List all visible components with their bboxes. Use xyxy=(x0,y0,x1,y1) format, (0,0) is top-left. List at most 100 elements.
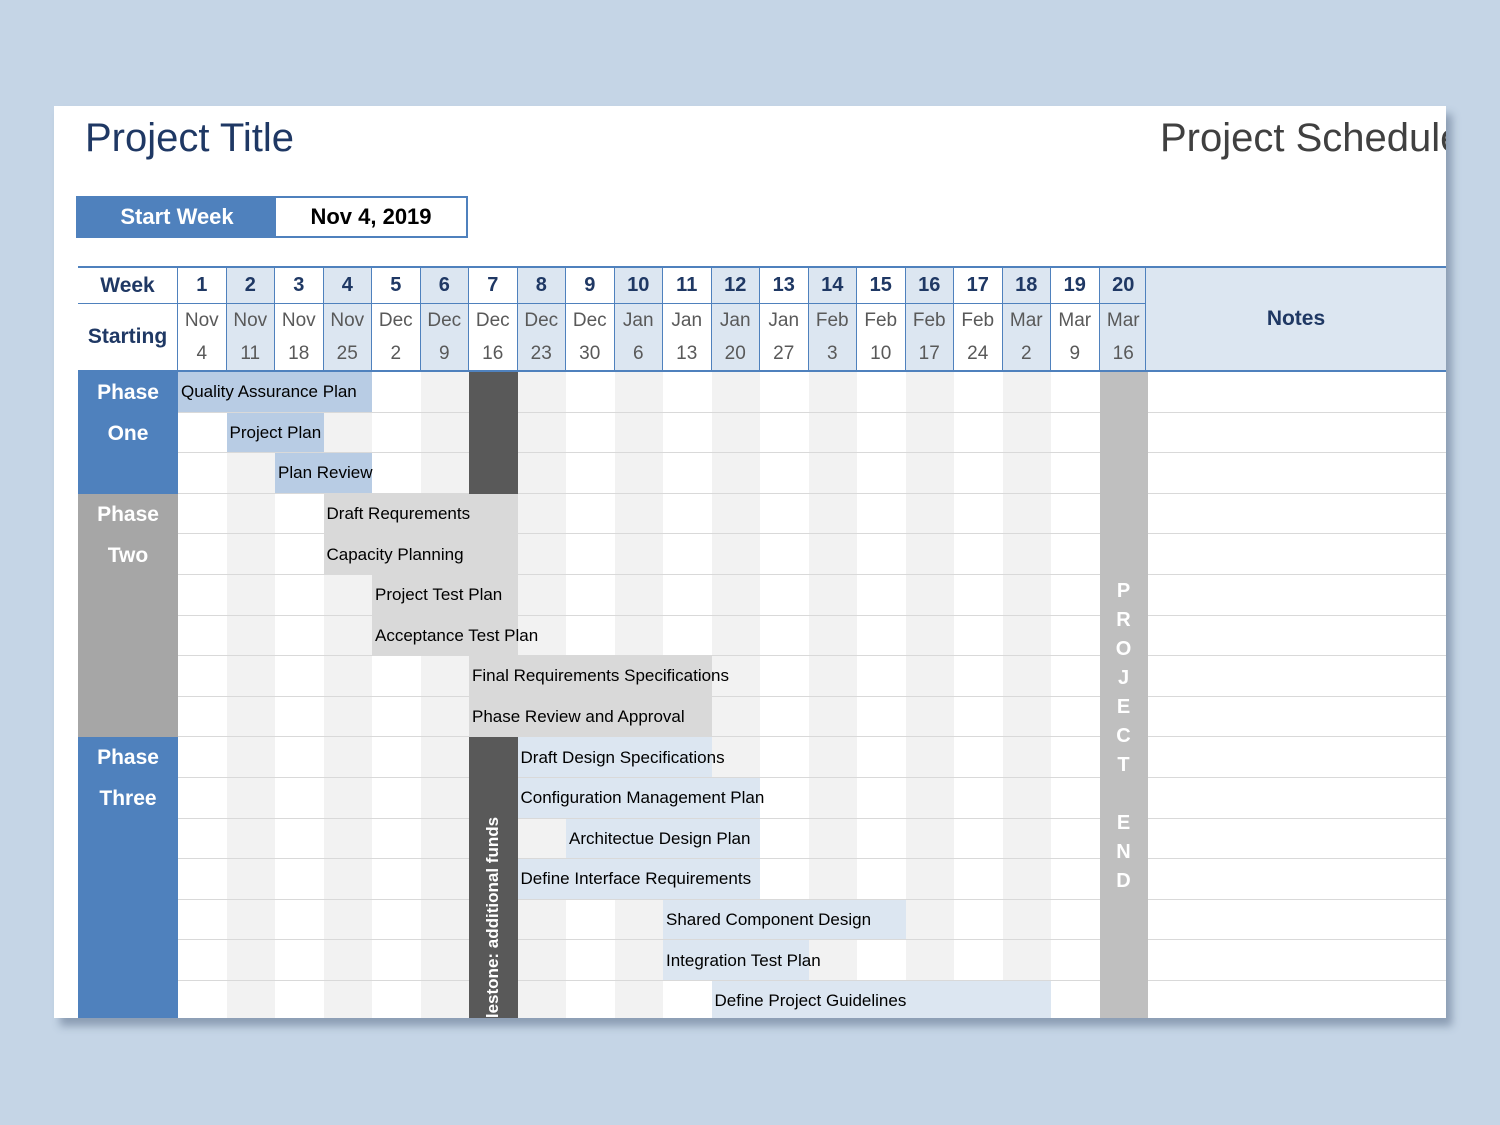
week-number-cell[interactable]: 19 xyxy=(1051,268,1100,304)
notes-cell[interactable] xyxy=(1145,737,1446,778)
week-month-cell[interactable]: Dec xyxy=(420,304,469,337)
task-bar[interactable] xyxy=(226,412,324,454)
week-month-cell[interactable]: Mar xyxy=(1051,304,1100,337)
week-day-cell[interactable]: 9 xyxy=(420,337,469,370)
week-day-cell[interactable]: 16 xyxy=(1099,337,1148,370)
week-day-cell[interactable]: 17 xyxy=(905,337,954,370)
notes-cell[interactable] xyxy=(1145,656,1446,697)
week-month-cell[interactable]: Dec xyxy=(517,304,566,337)
task-bar[interactable] xyxy=(517,778,760,819)
task-bar[interactable] xyxy=(469,656,712,697)
week-month-cell[interactable]: Jan xyxy=(663,304,712,337)
week-day-cell[interactable]: 18 xyxy=(275,337,324,370)
week-number-cell[interactable]: 5 xyxy=(372,268,421,304)
week-number-cell[interactable]: 18 xyxy=(1002,268,1051,304)
notes-cell[interactable] xyxy=(1145,778,1446,819)
week-day-cell[interactable]: 20 xyxy=(711,337,760,370)
task-label[interactable]: Define Interface Requirements xyxy=(520,869,752,889)
week-number-cell[interactable]: 10 xyxy=(614,268,663,304)
task-label[interactable]: Plan Review xyxy=(278,463,373,483)
task-bar[interactable] xyxy=(372,615,518,657)
notes-cell[interactable] xyxy=(1145,575,1446,616)
week-month-cell[interactable]: Dec xyxy=(469,304,518,337)
task-bar[interactable] xyxy=(663,940,809,981)
week-month-cell[interactable]: Nov xyxy=(275,304,324,337)
week-number-cell[interactable]: 6 xyxy=(420,268,469,304)
week-day-cell[interactable]: 10 xyxy=(857,337,906,370)
week-month-cell[interactable]: Mar xyxy=(1002,304,1051,337)
task-label[interactable]: Capacity Planning xyxy=(326,544,464,564)
task-bar[interactable] xyxy=(178,372,372,413)
week-number-cell[interactable]: 14 xyxy=(808,268,857,304)
week-number-cell[interactable]: 17 xyxy=(954,268,1003,304)
notes-cell[interactable] xyxy=(1145,859,1446,900)
notes-cell[interactable] xyxy=(1145,900,1446,941)
task-label[interactable]: Final Requirements Specifications xyxy=(472,666,730,686)
notes-cell[interactable] xyxy=(1145,534,1446,575)
task-label[interactable]: Draft Design Specifications xyxy=(520,747,725,767)
week-month-cell[interactable]: Feb xyxy=(905,304,954,337)
task-bar[interactable] xyxy=(275,453,372,494)
task-bar[interactable] xyxy=(663,899,906,941)
week-day-cell[interactable]: 2 xyxy=(372,337,421,370)
task-label[interactable]: Draft Requrements xyxy=(326,504,471,524)
week-number-cell[interactable]: 7 xyxy=(469,268,518,304)
notes-cell[interactable] xyxy=(1145,981,1446,1018)
week-number-cell[interactable]: 3 xyxy=(275,268,324,304)
task-label[interactable]: Quality Assurance Plan xyxy=(181,382,357,402)
week-number-cell[interactable]: 8 xyxy=(517,268,566,304)
week-day-cell[interactable]: 24 xyxy=(954,337,1003,370)
task-bar[interactable] xyxy=(469,696,712,738)
week-day-cell[interactable]: 4 xyxy=(178,337,227,370)
week-day-cell[interactable]: 27 xyxy=(760,337,809,370)
week-month-cell[interactable]: Jan xyxy=(711,304,760,337)
notes-cell[interactable] xyxy=(1145,494,1446,535)
week-day-cell[interactable]: 6 xyxy=(614,337,663,370)
week-month-cell[interactable]: Dec xyxy=(566,304,615,337)
week-month-cell[interactable]: Nov xyxy=(323,304,372,337)
notes-cell[interactable] xyxy=(1145,940,1446,981)
week-number-cell[interactable]: 2 xyxy=(226,268,275,304)
notes-cell[interactable] xyxy=(1145,453,1446,494)
task-label[interactable]: Phase Review and Approval xyxy=(472,707,685,727)
week-number-cell[interactable]: 9 xyxy=(566,268,615,304)
week-number-cell[interactable]: 12 xyxy=(711,268,760,304)
week-number-cell[interactable]: 16 xyxy=(905,268,954,304)
week-month-cell[interactable]: Dec xyxy=(372,304,421,337)
task-label[interactable]: Project Test Plan xyxy=(375,585,503,605)
week-day-cell[interactable]: 13 xyxy=(663,337,712,370)
project-title[interactable]: Project Title xyxy=(85,116,294,160)
task-label[interactable]: Configuration Management Plan xyxy=(520,788,765,808)
task-bar[interactable] xyxy=(711,981,1051,1018)
week-number-cell[interactable]: 15 xyxy=(857,268,906,304)
task-label[interactable]: Architectue Design Plan xyxy=(569,828,751,848)
week-number-cell[interactable]: 11 xyxy=(663,268,712,304)
week-day-cell[interactable]: 11 xyxy=(226,337,275,370)
week-number-cell[interactable]: 4 xyxy=(323,268,372,304)
week-month-cell[interactable]: Feb xyxy=(857,304,906,337)
task-bar[interactable] xyxy=(323,493,518,535)
week-day-cell[interactable]: 30 xyxy=(566,337,615,370)
week-day-cell[interactable]: 25 xyxy=(323,337,372,370)
notes-cell[interactable] xyxy=(1145,819,1446,860)
week-day-cell[interactable]: 3 xyxy=(808,337,857,370)
task-bar[interactable] xyxy=(566,818,760,860)
task-bar[interactable] xyxy=(517,859,760,900)
task-bar[interactable] xyxy=(323,534,518,575)
start-week-input[interactable]: Nov 4, 2019 xyxy=(310,204,432,229)
task-bar[interactable] xyxy=(517,737,712,778)
task-label[interactable]: Define Project Guidelines xyxy=(714,991,907,1011)
week-day-cell[interactable]: 23 xyxy=(517,337,566,370)
week-month-cell[interactable]: Mar xyxy=(1099,304,1148,337)
week-month-cell[interactable]: Nov xyxy=(178,304,227,337)
week-day-cell[interactable]: 9 xyxy=(1051,337,1100,370)
week-month-cell[interactable]: Nov xyxy=(226,304,275,337)
week-day-cell[interactable]: 2 xyxy=(1002,337,1051,370)
week-month-cell[interactable]: Feb xyxy=(954,304,1003,337)
week-month-cell[interactable]: Jan xyxy=(760,304,809,337)
task-label[interactable]: Shared Component Design xyxy=(666,910,872,930)
week-number-cell[interactable]: 13 xyxy=(760,268,809,304)
week-month-cell[interactable]: Feb xyxy=(808,304,857,337)
task-label[interactable]: Integration Test Plan xyxy=(666,950,821,970)
task-bar[interactable] xyxy=(372,575,518,616)
